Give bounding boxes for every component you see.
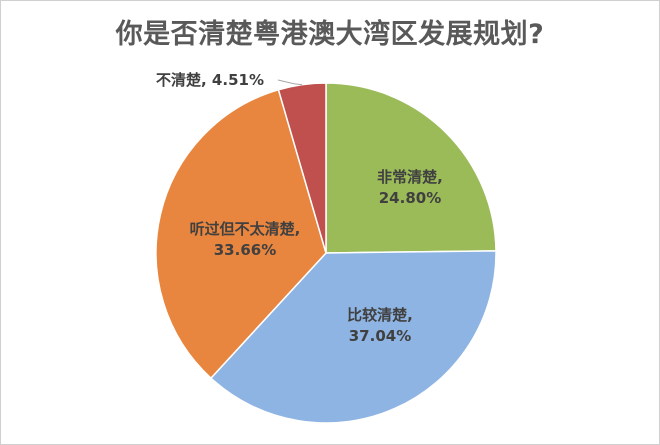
pie-slice-1 xyxy=(325,82,497,254)
pie-slice-4 xyxy=(277,82,327,254)
pie-slice-3 xyxy=(155,88,327,380)
slice-category-label-1: 非常清楚, xyxy=(377,168,443,186)
slice-value-label-2: 37.04% xyxy=(349,327,411,345)
slice-value-label-1: 24.80% xyxy=(379,189,441,207)
slice-label-4: 不清楚, 4.51% xyxy=(156,71,264,89)
slice-value-label-3: 33.66% xyxy=(214,241,276,259)
pie-slices xyxy=(155,82,497,424)
pie-slice-2 xyxy=(209,250,497,424)
chart-title: 你是否清楚粤港澳大湾区发展规划? xyxy=(115,19,545,50)
leader-line-4 xyxy=(277,79,303,86)
slice-category-label-2: 比较清楚, xyxy=(347,306,413,324)
slice-category-label-3: 听过但不太清楚, xyxy=(190,220,301,238)
slice-labels: 非常清楚, 24.80% 比较清楚, 37.04% 听过但不太清楚, 33.66% 不清楚,… xyxy=(156,71,443,345)
leader-lines xyxy=(277,79,303,86)
